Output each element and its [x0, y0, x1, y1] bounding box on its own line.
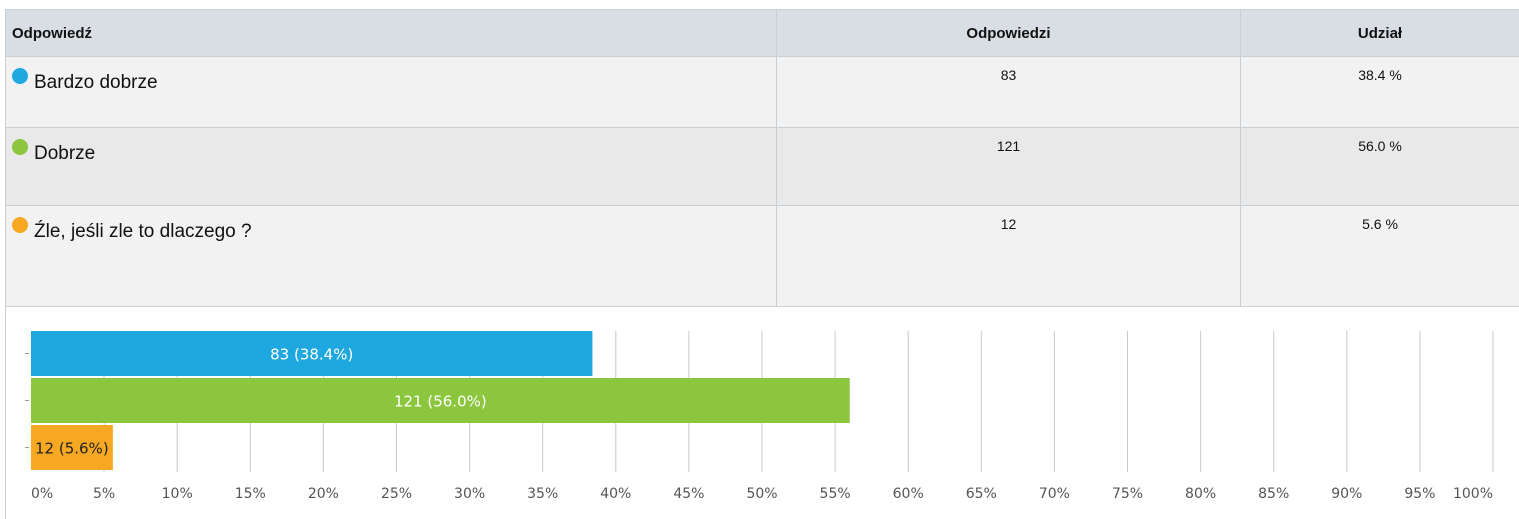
header-responses: Odpowiedzi [777, 10, 1241, 57]
answer-cell: Dobrze [6, 128, 777, 206]
answer-cell: Bardzo dobrze [6, 57, 777, 128]
x-tick-label: 95% [1404, 486, 1435, 502]
answer-label: Źle, jeśli zle to dlaczego ? [34, 221, 252, 243]
x-tick-label: 45% [673, 486, 704, 502]
legend-dot-icon [12, 217, 28, 233]
bar-chart-container: 0% 5% 10% 15% 20% 25% 30% 35% 40% 45% 50% 55% 60% 65%… [5, 306, 1519, 519]
share-cell: 5.6 % [1241, 206, 1519, 314]
x-tick-label: 85% [1258, 486, 1289, 502]
header-answer: Odpowiedź [6, 10, 777, 57]
bar-data-label: 121 (56.0%) [394, 393, 487, 411]
x-tick-label: 90% [1331, 486, 1362, 502]
x-tick-label: 100% [1453, 486, 1493, 502]
responses-cell: 12 [777, 206, 1241, 314]
x-tick-label: 10% [162, 486, 193, 502]
x-tick-label: 35% [527, 486, 558, 502]
bar-data-label: 12 (5.6%) [35, 440, 109, 458]
share-cell: 38.4 % [1241, 57, 1519, 128]
legend-dot-icon [12, 139, 28, 155]
responses-cell: 121 [777, 128, 1241, 206]
x-tick-label: 20% [308, 486, 339, 502]
x-tick-label: 5% [93, 486, 115, 502]
header-share: Udział [1241, 10, 1519, 57]
x-tick-label: 70% [1039, 486, 1070, 502]
x-tick-label: 80% [1185, 486, 1216, 502]
responses-cell: 83 [777, 57, 1241, 128]
answer-cell: Źle, jeśli zle to dlaczego ? [6, 206, 777, 314]
legend-dot-icon [12, 68, 28, 84]
answer-label: Dobrze [34, 143, 95, 165]
answer-label: Bardzo dobrze [34, 72, 158, 94]
x-tick-label: 30% [454, 486, 485, 502]
x-tick-label: 65% [966, 486, 997, 502]
x-tick-label: 55% [820, 486, 851, 502]
table-row: Dobrze 121 56.0 % [6, 128, 1519, 206]
bar-data-label: 83 (38.4%) [270, 346, 353, 364]
x-tick-label: 15% [235, 486, 266, 502]
x-tick-label: 40% [600, 486, 631, 502]
table-header-row: Odpowiedź Odpowiedzi Udział [6, 10, 1519, 57]
results-table: Odpowiedź Odpowiedzi Udział Bardzo dobrz… [5, 9, 1519, 314]
share-cell: 56.0 % [1241, 128, 1519, 206]
table-row: Źle, jeśli zle to dlaczego ? 12 5.6 % [6, 206, 1519, 314]
x-tick-label: 0% [31, 486, 53, 502]
x-tick-label: 25% [381, 486, 412, 502]
x-tick-label: 75% [1112, 486, 1143, 502]
bar-chart: 0% 5% 10% 15% 20% 25% 30% 35% 40% 45% 50% 55% 60% 65%… [6, 307, 1519, 519]
table-row: Bardzo dobrze 83 38.4 % [6, 57, 1519, 128]
x-tick-label: 50% [746, 486, 777, 502]
x-tick-label: 60% [893, 486, 924, 502]
